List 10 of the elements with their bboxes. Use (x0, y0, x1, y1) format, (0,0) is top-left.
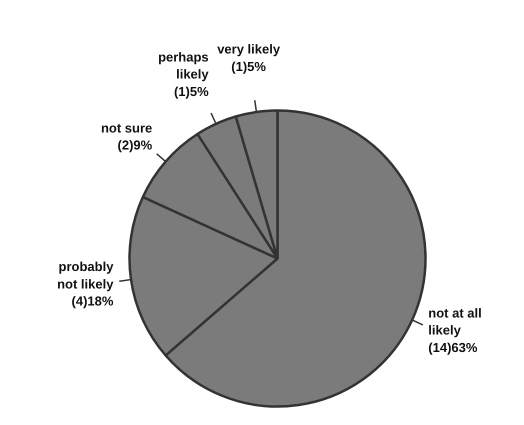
slice-label: very likely (217, 42, 281, 57)
data-label: (1)5% (231, 58, 266, 74)
slice-label: perhaps likely (158, 49, 210, 82)
data-label: (4)18% (72, 294, 114, 309)
slice-label: not sure (100, 120, 152, 136)
slice-label: not at all likely (428, 305, 482, 338)
slice-label: probably not likely (57, 259, 114, 292)
data-label: (14)63% (428, 340, 478, 355)
data-label: (1)5% (174, 84, 210, 99)
data-label: (2)9% (118, 138, 153, 153)
